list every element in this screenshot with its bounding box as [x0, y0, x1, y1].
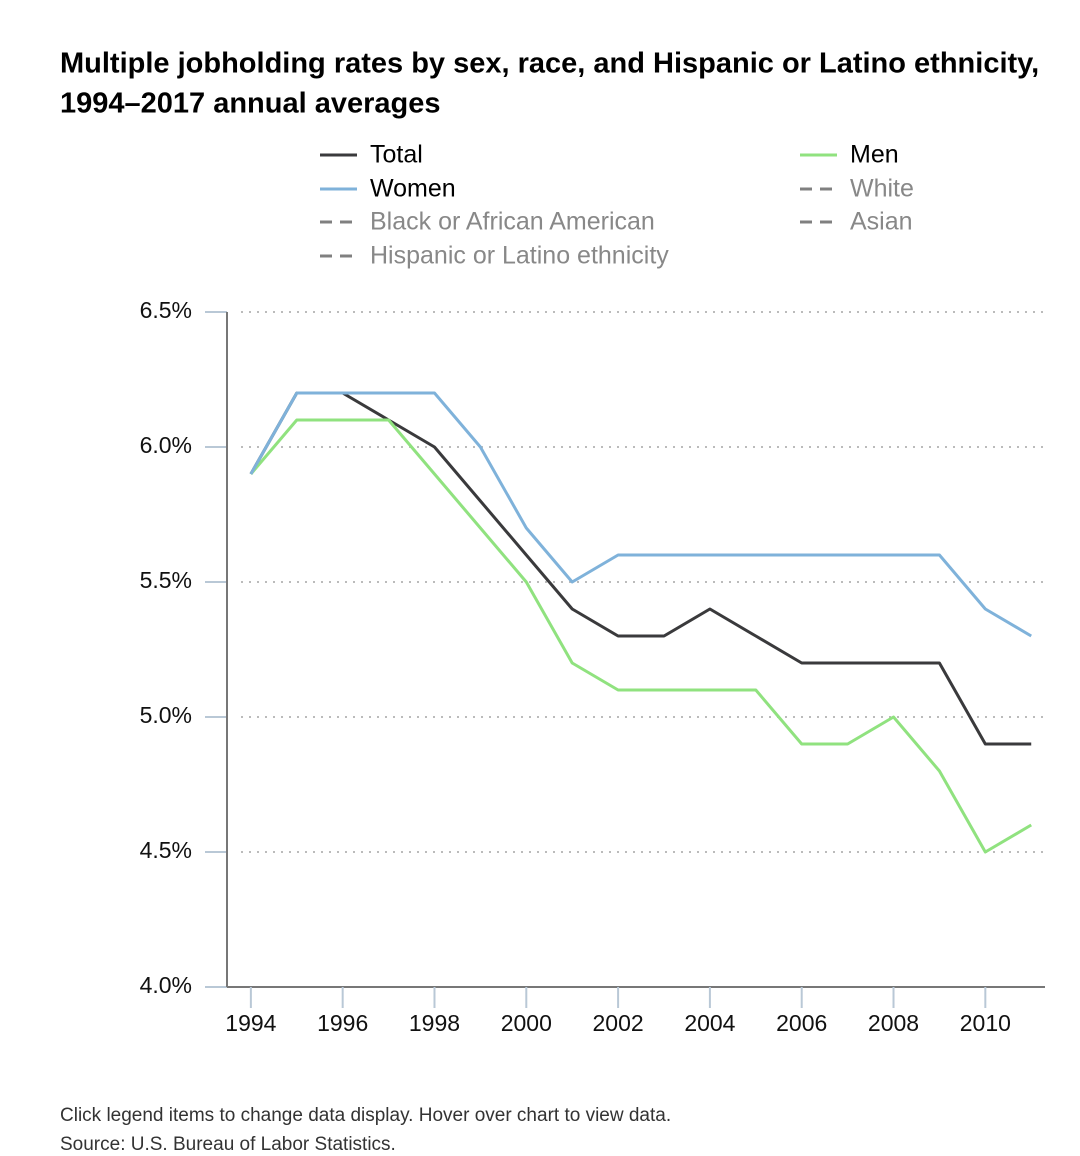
- x-tick-label: 1994: [225, 1010, 276, 1036]
- y-tick-label: 4.0%: [140, 972, 192, 998]
- x-tick-label: 2000: [501, 1010, 552, 1036]
- chart: Multiple jobholding rates by sex, race, …: [60, 48, 1045, 1155]
- series-line: [249, 391, 1032, 638]
- series-line: [249, 391, 1032, 746]
- y-tick-label: 5.0%: [140, 702, 192, 728]
- x-tick-label: 1998: [409, 1010, 460, 1036]
- legend-item[interactable]: Women: [320, 175, 456, 203]
- x-tick-label: 2006: [776, 1010, 827, 1036]
- legend-item[interactable]: Asian: [800, 208, 913, 236]
- legend-label: Asian: [850, 208, 913, 236]
- x-tick-label: 2004: [684, 1010, 735, 1036]
- chart-title: Multiple jobholding rates by sex, race, …: [60, 48, 1039, 80]
- source: Source: U.S. Bureau of Labor Statistics.: [60, 1134, 396, 1155]
- x-tick-label: 2010: [960, 1010, 1011, 1036]
- note: Click legend items to change data displa…: [60, 1105, 671, 1126]
- legend-label: Men: [850, 141, 899, 169]
- y-tick-label: 6.5%: [140, 297, 192, 323]
- series-line: [249, 418, 1032, 854]
- y-tick-label: 6.0%: [140, 432, 192, 458]
- y-tick-label: 5.5%: [140, 567, 192, 593]
- y-tick-label: 4.5%: [140, 837, 192, 863]
- x-tick-label: 2002: [593, 1010, 644, 1036]
- chart-subtitle: 1994–2017 annual averages: [60, 88, 441, 120]
- legend-item[interactable]: White: [800, 175, 914, 203]
- x-tick-label: 1996: [317, 1010, 368, 1036]
- legend-label: Black or African American: [370, 208, 655, 236]
- legend-label: Women: [370, 175, 456, 203]
- legend-item[interactable]: Total: [320, 141, 423, 169]
- plot-area: [249, 391, 1032, 854]
- legend-label: White: [850, 175, 914, 203]
- legend-item[interactable]: Black or African American: [320, 208, 655, 236]
- legend-item[interactable]: Hispanic or Latino ethnicity: [320, 242, 669, 270]
- legend-label: Hispanic or Latino ethnicity: [370, 242, 669, 270]
- x-tick-label: 2008: [868, 1010, 919, 1036]
- legend-label: Total: [370, 141, 423, 169]
- legend-item[interactable]: Men: [800, 141, 899, 169]
